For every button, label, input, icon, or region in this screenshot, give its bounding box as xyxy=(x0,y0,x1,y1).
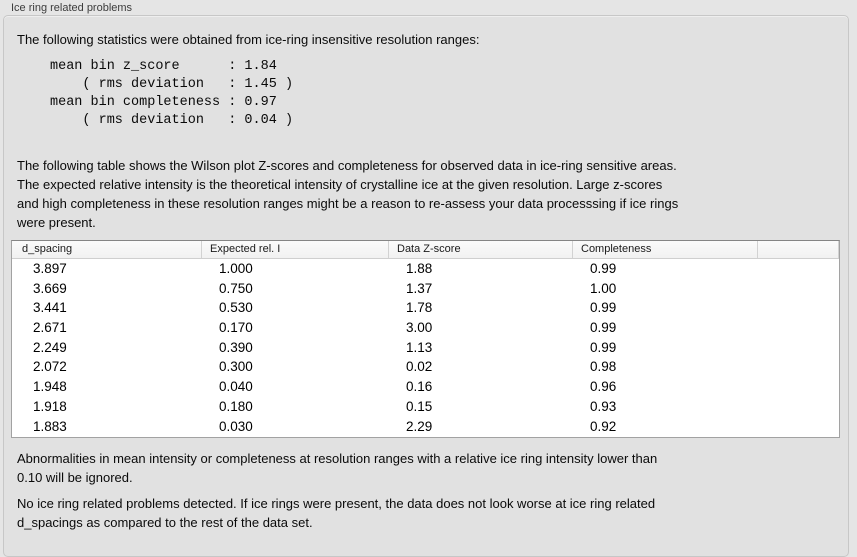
table-cell: 3.441 xyxy=(33,300,67,316)
table-cell: 1.37 xyxy=(406,280,433,296)
table-cell: 1.00 xyxy=(590,280,617,296)
table-cell: 0.750 xyxy=(219,280,253,296)
table-body: 3.897 1.000 1.88 0.99 3.669 0.750 1.37 1.00 3.44… xyxy=(12,259,839,437)
table-cell: 0.300 xyxy=(219,359,253,375)
table-cell: 1.88 xyxy=(406,261,433,276)
table-cell: 2.671 xyxy=(33,320,67,336)
table-cell: 0.390 xyxy=(219,339,253,355)
table-cell: 2.29 xyxy=(406,418,433,434)
table-cell: 0.16 xyxy=(406,379,433,395)
column-header-expected-rel-i[interactable]: Expected rel. I xyxy=(202,241,389,258)
table-cell: 0.96 xyxy=(590,379,617,395)
table-row[interactable]: 1.883 0.030 2.29 0.92 xyxy=(12,416,839,437)
table-cell xyxy=(758,338,839,358)
column-header-completeness[interactable]: Completeness xyxy=(573,241,758,258)
column-header-empty[interactable] xyxy=(758,241,839,258)
groupbox-title: Ice ring related problems xyxy=(11,2,133,14)
table-cell xyxy=(758,259,839,279)
table-cell xyxy=(758,417,839,437)
table-cell: 0.99 xyxy=(590,320,617,336)
table-cell xyxy=(758,397,839,417)
table-cell: 2.249 xyxy=(33,339,67,355)
table-cell: 1.000 xyxy=(219,261,253,276)
table-row[interactable]: 1.918 0.180 0.15 0.93 xyxy=(12,396,839,417)
table-cell: 1.13 xyxy=(406,339,433,355)
table-cell: 1.918 xyxy=(33,398,67,414)
table-cell xyxy=(758,377,839,397)
table-cell xyxy=(758,318,839,338)
table-cell: 0.040 xyxy=(219,379,253,395)
table-cell: 0.02 xyxy=(406,359,433,375)
column-header-data-z-score[interactable]: Data Z-score xyxy=(389,241,573,258)
table-cell: 1.78 xyxy=(406,300,433,316)
table-cell: 2.072 xyxy=(33,359,67,375)
table-row[interactable]: 3.441 0.530 1.78 0.99 xyxy=(12,298,839,319)
table-cell: 0.99 xyxy=(590,339,617,355)
table-cell: 3.897 xyxy=(33,261,67,276)
ice-ring-table: d_spacing Expected rel. I Data Z-score Comp… xyxy=(11,240,840,438)
column-header-d-spacing[interactable]: d_spacing xyxy=(12,241,202,258)
table-cell: 0.15 xyxy=(406,398,433,414)
table-cell xyxy=(758,279,839,299)
table-row[interactable]: 1.948 0.040 0.16 0.96 xyxy=(12,377,839,397)
table-row[interactable]: 2.671 0.170 3.00 0.99 xyxy=(12,318,839,338)
table-cell: 1.883 xyxy=(33,418,67,434)
table-cell: 0.530 xyxy=(219,300,253,316)
table-row[interactable]: 3.897 1.000 1.88 0.99 xyxy=(12,259,839,279)
stats-block: mean bin z_score : 1.84 ( rms deviation … xyxy=(50,59,294,128)
table-cell xyxy=(758,357,839,377)
table-cell: 0.030 xyxy=(219,418,253,434)
table-cell: 0.92 xyxy=(590,418,617,434)
intro-text: The following statistics were obtained f… xyxy=(17,32,480,47)
table-cell: 0.99 xyxy=(590,300,617,316)
table-cell: 0.93 xyxy=(590,398,617,414)
description-text: The following table shows the Wilson plo… xyxy=(17,158,679,230)
table-cell: 0.99 xyxy=(590,261,617,276)
table-cell: 1.948 xyxy=(33,379,67,395)
table-cell: 0.98 xyxy=(590,359,617,375)
table-row[interactable]: 3.669 0.750 1.37 1.00 xyxy=(12,278,839,299)
table-row[interactable]: 2.072 0.300 0.02 0.98 xyxy=(12,357,839,378)
table-cell: 3.669 xyxy=(33,280,67,296)
table-cell: 3.00 xyxy=(406,320,433,336)
conclusion-text: No ice ring related problems detected. I… xyxy=(17,496,656,530)
table-cell: 0.180 xyxy=(219,398,253,414)
table-row[interactable]: 2.249 0.390 1.13 0.99 xyxy=(12,337,839,358)
footnote-text: Abnormalities in mean intensity or compl… xyxy=(17,451,658,485)
ice-ring-groupbox: The following statistics were obtained f… xyxy=(3,15,849,557)
table-cell: 0.170 xyxy=(219,320,253,336)
table-cell xyxy=(758,298,839,318)
table-header: d_spacing Expected rel. I Data Z-score Comp… xyxy=(12,241,839,259)
